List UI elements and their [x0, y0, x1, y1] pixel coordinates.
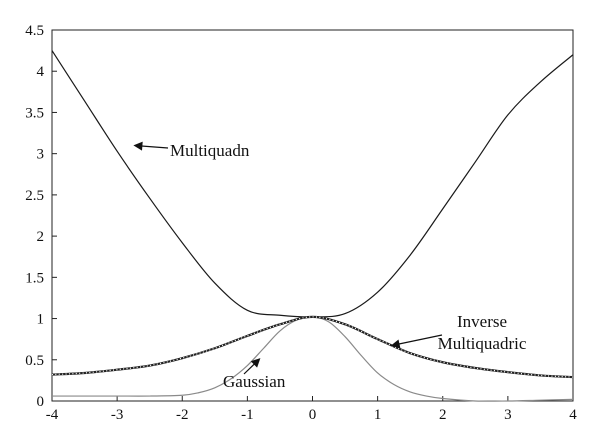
y-tick-label: 1 [37, 312, 45, 328]
y-tick-label: 1.5 [25, 270, 44, 286]
y-tick-label: 2 [37, 229, 45, 245]
annotation-multiquadn: Multiquadn [133, 141, 250, 160]
y-tick-label: 0 [37, 394, 45, 410]
y-tick-label: 3.5 [25, 105, 44, 121]
annotation-arrow-shaft [393, 334, 443, 346]
x-tick-label: 1 [374, 407, 382, 423]
annotation-label: Multiquadn [170, 141, 250, 160]
x-tick-label: 2 [439, 407, 447, 423]
x-tick-label: 3 [504, 407, 512, 423]
x-tick-label: 0 [309, 407, 317, 423]
x-tick-label: -1 [241, 407, 254, 423]
annotation-label: Inverse [457, 312, 507, 331]
x-tick-label: -2 [176, 407, 189, 423]
y-tick-label: 2.5 [25, 188, 44, 204]
annotations: Multiquadn Inverse Multiquadric Gaussian [133, 141, 527, 391]
series-layer [51, 50, 574, 402]
x-tick-label: 4 [569, 407, 577, 423]
annotation-arrow-head [390, 339, 401, 349]
annotation-arrow-head [133, 141, 143, 151]
annotation-gaussian: Gaussian [223, 358, 286, 391]
annotation-arrow-head [250, 358, 261, 368]
annotation-label: Gaussian [223, 372, 286, 391]
annotation-label: Multiquadric [438, 334, 527, 353]
x-tick-label: -3 [111, 407, 124, 423]
annotation-inverse-multiquadric: Inverse Multiquadric [390, 312, 527, 353]
axes: 0 0.5 1 1.5 2 2.5 3 3.5 4 4.5 -4 -3 -2 -1 0 1 2 3 4 [25, 23, 577, 423]
x-tick-label: -4 [46, 407, 59, 423]
y-tick-label: 0.5 [25, 353, 44, 369]
y-tick-label: 4.5 [25, 23, 44, 39]
series-dots-inverse-multiquadric [51, 316, 574, 378]
y-tick-label: 3 [37, 147, 45, 163]
series-line-multiquadn [51, 50, 574, 318]
y-tick-label: 4 [37, 64, 45, 80]
